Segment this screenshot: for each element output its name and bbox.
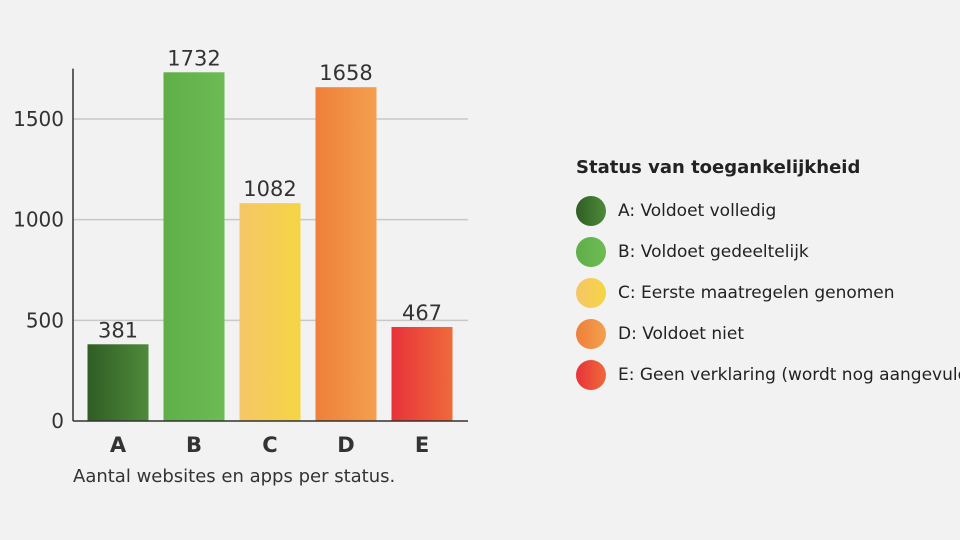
legend-swatch-e xyxy=(576,360,606,390)
legend-item-e: E: Geen verklaring (wordt nog aangevuld) xyxy=(576,360,960,390)
bar-e xyxy=(391,326,453,421)
labels: 0 500 1000 1500 381 A 1732 B 1082 C 1658 D 467 E xyxy=(13,46,442,457)
legend-label-a: A: Voldoet volledig xyxy=(618,201,777,221)
value-label: 1658 xyxy=(319,61,372,85)
y-tick-label: 1000 xyxy=(13,208,64,232)
category-label: C xyxy=(262,433,277,457)
legend-label-d: D: Voldoet niet xyxy=(618,324,744,344)
category-label: E xyxy=(415,433,429,457)
legend-label-e: E: Geen verklaring (wordt nog aangevuld) xyxy=(618,365,960,385)
bar-a xyxy=(87,344,149,421)
legend-swatch-d xyxy=(576,319,606,349)
y-tick-label: 500 xyxy=(26,308,64,332)
legend-swatch-a xyxy=(576,196,606,226)
bar-b xyxy=(163,72,225,422)
legend-label-c: C: Eerste maatregelen genomen xyxy=(618,283,895,303)
bar-c xyxy=(239,203,301,421)
value-label: 1732 xyxy=(167,46,220,70)
category-label: B xyxy=(186,433,202,457)
value-label: 1082 xyxy=(243,177,296,201)
y-tick-label: 0 xyxy=(51,409,64,433)
value-label: 467 xyxy=(402,301,442,325)
category-label: A xyxy=(110,433,127,457)
legend-title: Status van toegankelijkheid xyxy=(576,157,861,178)
legend-item-c: C: Eerste maatregelen genomen xyxy=(576,278,960,308)
bars xyxy=(87,72,453,422)
legend: Status van toegankelijkheid A: Voldoet v… xyxy=(576,157,960,401)
legend-item-a: A: Voldoet volledig xyxy=(576,196,960,226)
legend-item-d: D: Voldoet niet xyxy=(576,319,960,349)
legend-item-b: B: Voldoet gedeeltelijk xyxy=(576,237,960,267)
bar-d xyxy=(315,87,377,421)
axes xyxy=(72,68,468,422)
legend-swatch-c xyxy=(576,278,606,308)
category-label: D xyxy=(337,433,354,457)
y-tick-label: 1500 xyxy=(13,107,64,131)
chart-caption: Aantal websites en apps per status. xyxy=(73,466,396,487)
value-label: 381 xyxy=(98,318,138,342)
legend-label-b: B: Voldoet gedeeltelijk xyxy=(618,242,809,262)
legend-swatch-b xyxy=(576,237,606,267)
